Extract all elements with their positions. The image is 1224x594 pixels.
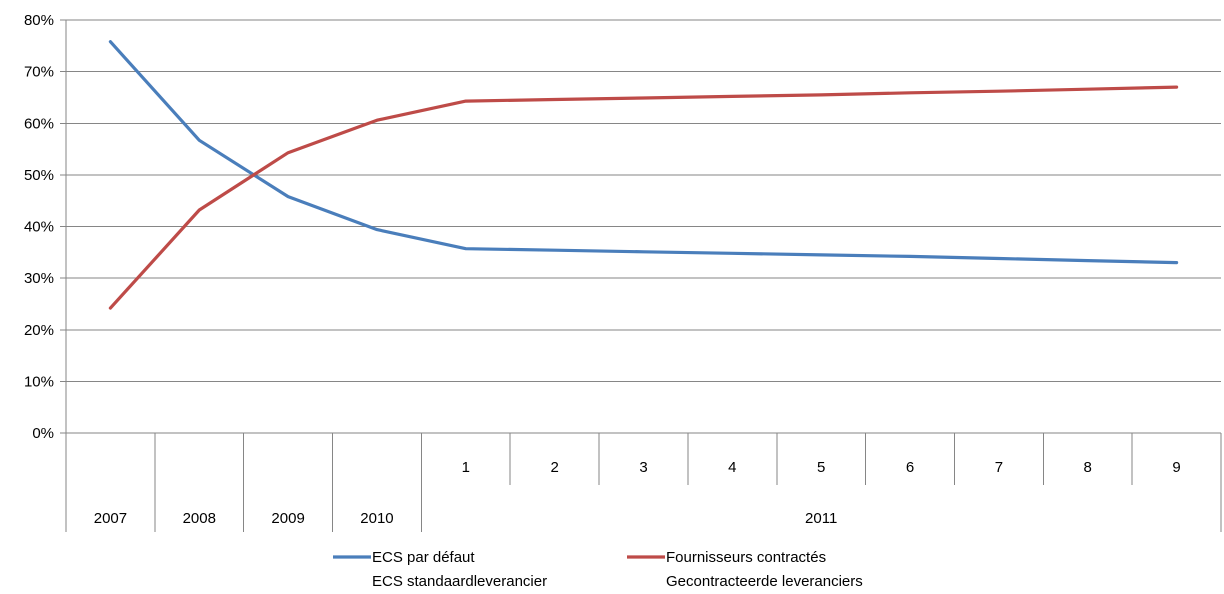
y-axis: 0% 10% 20% 30% 40% 50% 60% 70% 80% (24, 12, 67, 442)
x-tick-label: 6 (906, 459, 914, 476)
x-tick-label: 4 (728, 459, 736, 476)
y-tick-label: 60% (24, 115, 54, 132)
x-group-label: 2011 (805, 510, 837, 527)
legend-item: Fournisseurs contractés Gecontracteerde l… (627, 549, 863, 590)
y-tick-label: 50% (24, 167, 54, 184)
x-tick-label: 7 (995, 459, 1003, 476)
x-tick-label: 1 (462, 459, 470, 476)
series-line (108, 40, 1179, 265)
y-tick-label: 70% (24, 64, 54, 81)
legend-label: Fournisseurs contractés (666, 549, 826, 566)
y-tick-label: 30% (24, 270, 54, 287)
series-2 (108, 85, 1179, 310)
legend-label: ECS standaardleverancier (372, 573, 547, 590)
x-tick-label: 9 (1172, 459, 1180, 476)
x-axis: 2007 2008 2009 2010 1 2 3 4 5 6 7 8 9 2011 (65, 433, 1222, 532)
x-group-label: 2008 (183, 510, 216, 527)
y-tick-label: 40% (24, 219, 54, 236)
legend: ECS par défaut ECS standaardleverancier Fo… (333, 549, 863, 590)
legend-item: ECS par défaut ECS standaardleverancier (333, 549, 547, 590)
x-group-label: 2010 (360, 510, 393, 527)
gridlines (66, 19, 1221, 434)
x-tick-label: 5 (817, 459, 825, 476)
y-tick-label: 10% (24, 373, 54, 390)
y-tick-label: 20% (24, 322, 54, 339)
x-tick-label: 2 (550, 459, 558, 476)
legend-label: Gecontracteerde leveranciers (666, 573, 863, 590)
x-tick-label: 3 (639, 459, 647, 476)
legend-label: ECS par défaut (372, 549, 475, 566)
x-group-label: 2009 (271, 510, 304, 527)
y-tick-label: 0% (32, 425, 54, 442)
x-group-label: 2007 (94, 510, 127, 527)
series-line (108, 85, 1179, 310)
series-1 (108, 40, 1179, 265)
x-tick-label: 8 (1084, 459, 1092, 476)
y-tick-label: 80% (24, 12, 54, 29)
